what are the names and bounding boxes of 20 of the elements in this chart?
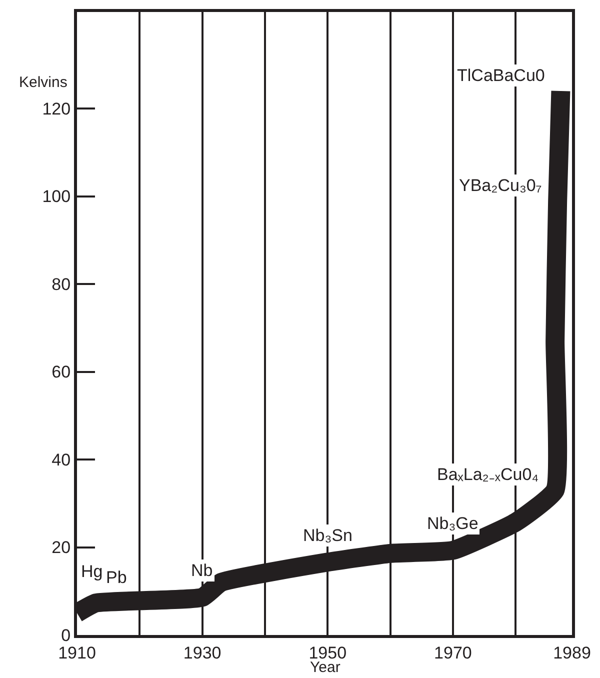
annotation: BaₓLa₂₋ₓCu0₄ — [437, 465, 539, 484]
annotation: Nb — [191, 561, 213, 580]
annotation: Hg — [81, 562, 103, 581]
y-tick-label: 80 — [52, 274, 71, 294]
x-tick-label: 1970 — [434, 643, 472, 662]
annotation: Nb₃Ge — [427, 514, 478, 533]
y-axis-title: Kelvins — [19, 74, 68, 91]
annotation: YBa₂Cu₃0₇ — [459, 176, 542, 195]
annotation: Pb — [106, 568, 127, 587]
annotation: TlCaBaCu0 — [457, 66, 545, 85]
y-tick-label: 100 — [42, 187, 71, 206]
annotation: Nb₃Sn — [303, 526, 352, 545]
x-tick-label: 1910 — [58, 643, 96, 662]
y-tick-label: 40 — [52, 450, 71, 470]
y-tick-label: 0 — [61, 626, 71, 645]
y-tick-label: 20 — [52, 538, 71, 558]
x-tick-label: 1989 — [553, 643, 591, 662]
x-tick-label: 1930 — [183, 643, 222, 662]
y-tick-label: 60 — [52, 362, 71, 382]
y-tick-label: 120 — [42, 99, 71, 118]
